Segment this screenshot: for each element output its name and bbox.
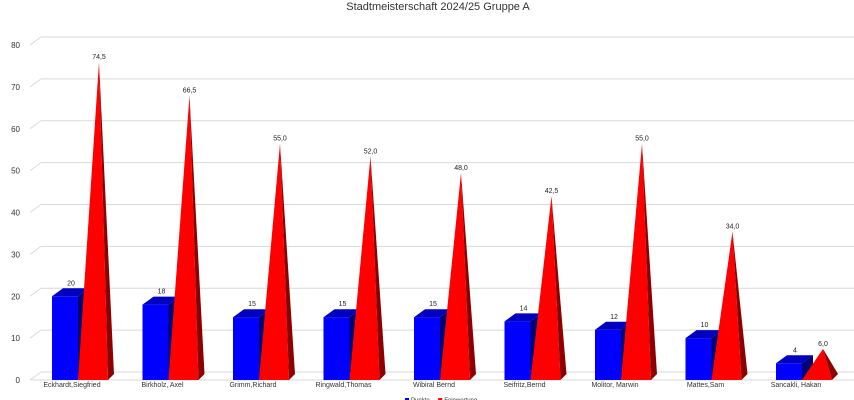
y-tick-label: 30 [11, 250, 20, 259]
data-label-feinwertung: 55,0 [273, 136, 287, 143]
data-label-punkte: 15 [339, 301, 347, 308]
data-label-feinwertung: 48,0 [454, 165, 468, 172]
data-label-punkte: 14 [520, 305, 528, 312]
data-label-feinwertung: 6,0 [818, 341, 828, 348]
bar-feinwertung [802, 348, 838, 380]
bars: 20 74,5 18 66,5 15 55,0 15 52,0 15 48,0 14 42,5 12 55… [52, 54, 838, 380]
bar-feinwertung [168, 95, 205, 380]
y-tick-label: 20 [11, 292, 20, 301]
x-tick-label: Sancakli, Hakan [771, 382, 822, 389]
data-label-punkte: 15 [429, 301, 437, 308]
gridline-depth [29, 329, 42, 339]
legend-marker [438, 398, 443, 400]
y-tick-label: 10 [11, 334, 20, 343]
x-tick-label: Birkholz, Axel [141, 382, 183, 389]
data-label-punkte: 12 [610, 314, 618, 321]
data-label-punkte: 15 [248, 301, 256, 308]
bar-feinwertung [621, 143, 657, 380]
data-label-punkte: 10 [701, 322, 709, 329]
chart-title: Stadtmeisterschaft 2024/25 Gruppe A [346, 1, 530, 13]
legend-label: Punkte [411, 398, 430, 400]
gridline-depth [29, 36, 42, 46]
legend-marker [405, 398, 409, 400]
data-label-feinwertung: 55,0 [635, 136, 649, 143]
x-axis: Eckhardt,Siegfried Birkholz, Axel Grimm,Ri… [43, 382, 821, 389]
bar-feinwertung [78, 62, 114, 380]
y-axis: 0 10 20 30 40 50 60 70 80 [11, 41, 20, 385]
y-tick-label: 40 [11, 209, 20, 218]
bar-feinwertung [259, 143, 295, 380]
x-tick-label: Mattes,Sam [687, 382, 725, 389]
bar-feinwertung [440, 173, 476, 380]
gridline-depth [29, 204, 42, 213]
data-label-feinwertung: 52,0 [364, 148, 378, 155]
x-tick-label: Grimm,Richard [229, 382, 276, 389]
y-tick-label: 50 [11, 167, 20, 176]
gridline-depth [29, 287, 42, 297]
gridline-depth [29, 245, 42, 255]
data-label-feinwertung: 66,5 [183, 88, 197, 95]
data-label-feinwertung: 34,0 [726, 224, 740, 231]
data-label-punkte: 20 [67, 280, 75, 287]
legend-label: Feinwertung [444, 398, 477, 400]
y-tick-label: 70 [11, 83, 20, 92]
data-label-punkte: 18 [158, 289, 166, 296]
bar-punkte [685, 330, 723, 380]
bar-feinwertung [711, 231, 748, 380]
bar-feinwertung [530, 196, 567, 380]
y-tick-label: 80 [11, 41, 20, 50]
bar-feinwertung [349, 156, 386, 380]
y-tick-label: 0 [16, 376, 21, 385]
x-tick-label: Molitor, Marwin [591, 382, 638, 389]
x-tick-label: Eckhardt,Siegfried [43, 382, 100, 389]
gridline-depth [29, 120, 42, 130]
data-label-feinwertung: 74,5 [92, 54, 106, 61]
x-tick-label: Seifritz,Bernd [503, 382, 545, 389]
data-label-feinwertung: 42,5 [545, 188, 559, 195]
gridline-depth [29, 78, 42, 88]
x-tick-label: Wibiral Bernd [413, 382, 455, 389]
gridline-depth [29, 162, 42, 172]
x-tick-label: Ringwald,Thomas [315, 382, 372, 389]
data-label-punkte: 4 [793, 347, 797, 354]
legend: Punkte Feinwertung [405, 398, 477, 400]
y-tick-label: 60 [11, 125, 20, 134]
gridline-depth [29, 371, 42, 381]
